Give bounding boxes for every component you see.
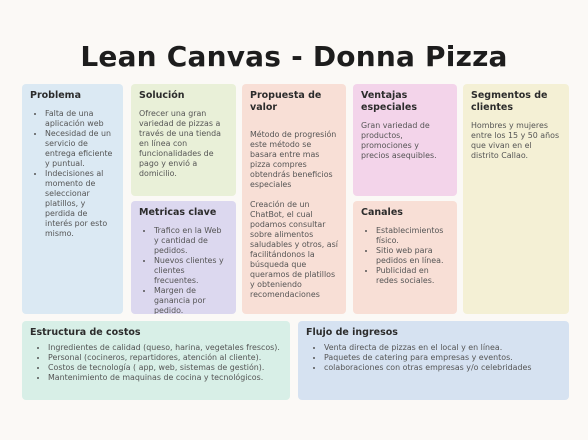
list-item: Paquetes de catering para empresas y eve… [324, 353, 561, 363]
solucion-text: Ofrecer una gran variedad de pizzas a tr… [139, 109, 222, 178]
ventajas-heading: Ventajas especiales [361, 90, 417, 113]
list-item: Costos de tecnología ( app, web, sistema… [48, 363, 282, 373]
problema-box: Problema Falta de una aplicación web Nec… [22, 84, 123, 314]
costos-box: Estructura de costos Ingredientes de cal… [22, 321, 290, 400]
propuesta-text-2: Creación de un ChatBot, el cual podamos … [250, 200, 338, 299]
problema-heading: Problema [30, 90, 81, 101]
list-item: Sitio web para pedidos en línea. [376, 246, 449, 266]
ingresos-list: Venta directa de pizzas en el local y en… [306, 343, 561, 373]
ingresos-heading: Flujo de ingresos [306, 327, 398, 338]
list-item: Necesidad de un servicio de entrega efic… [45, 129, 115, 169]
segmentos-box: Segmentos de clientes Hombres y mujeres … [463, 84, 569, 314]
costos-list: Ingredientes de calidad (queso, harina, … [30, 343, 282, 383]
segmentos-text: Hombres y mujeres entre los 15 y 50 años… [471, 121, 560, 160]
propuesta-box: Propuesta de valor Método de progresión … [242, 84, 346, 314]
ventajas-text: Gran variedad de productos, promociones … [361, 121, 437, 160]
list-item: Publicidad en redes sociales. [376, 266, 449, 286]
list-item: Establecimientos físico. [376, 226, 449, 246]
canales-heading: Canales [361, 207, 403, 218]
problema-list: Falta de una aplicación web Necesidad de… [30, 109, 115, 239]
costos-heading: Estructura de costos [30, 327, 141, 338]
list-item: Personal (cocineros, repartidores, atenc… [48, 353, 282, 363]
list-item: Ingredientes de calidad (queso, harina, … [48, 343, 282, 353]
list-item: Indecisiones al momento de seleccionar p… [45, 169, 115, 239]
metricas-heading: Metricas clave [139, 207, 217, 218]
canales-box: Canales Establecimientos físico. Sitio w… [353, 201, 457, 314]
page-title: Lean Canvas - Donna Pizza [80, 40, 508, 73]
list-item: Venta directa de pizzas en el local y en… [324, 343, 561, 353]
ingresos-box: Flujo de ingresos Venta directa de pizza… [298, 321, 569, 400]
ventajas-box: Ventajas especiales Gran variedad de pro… [353, 84, 457, 196]
metricas-box: Metricas clave Trafico en la Web y canti… [131, 201, 236, 314]
solucion-heading: Solución [139, 90, 185, 101]
propuesta-heading: Propuesta de valor [250, 90, 322, 113]
metricas-list: Trafico en la Web y cantidad de pedidos.… [139, 226, 228, 314]
list-item: colaboraciones con otras empresas y/o ce… [324, 363, 561, 373]
canales-list: Establecimientos físico. Sitio web para … [361, 226, 449, 286]
solucion-box: Solución Ofrecer una gran variedad de pi… [131, 84, 236, 196]
propuesta-text-1: Método de progresión este método se basa… [250, 130, 337, 189]
list-item: Nuevos clientes y clientes frecuentes. [154, 256, 228, 286]
list-item: Trafico en la Web y cantidad de pedidos. [154, 226, 228, 256]
list-item: Mantenimiento de maquinas de cocina y te… [48, 373, 282, 383]
list-item: Margen de ganancia por pedido. [154, 286, 228, 314]
segmentos-heading: Segmentos de clientes [471, 90, 548, 113]
list-item: Falta de una aplicación web [45, 109, 115, 129]
